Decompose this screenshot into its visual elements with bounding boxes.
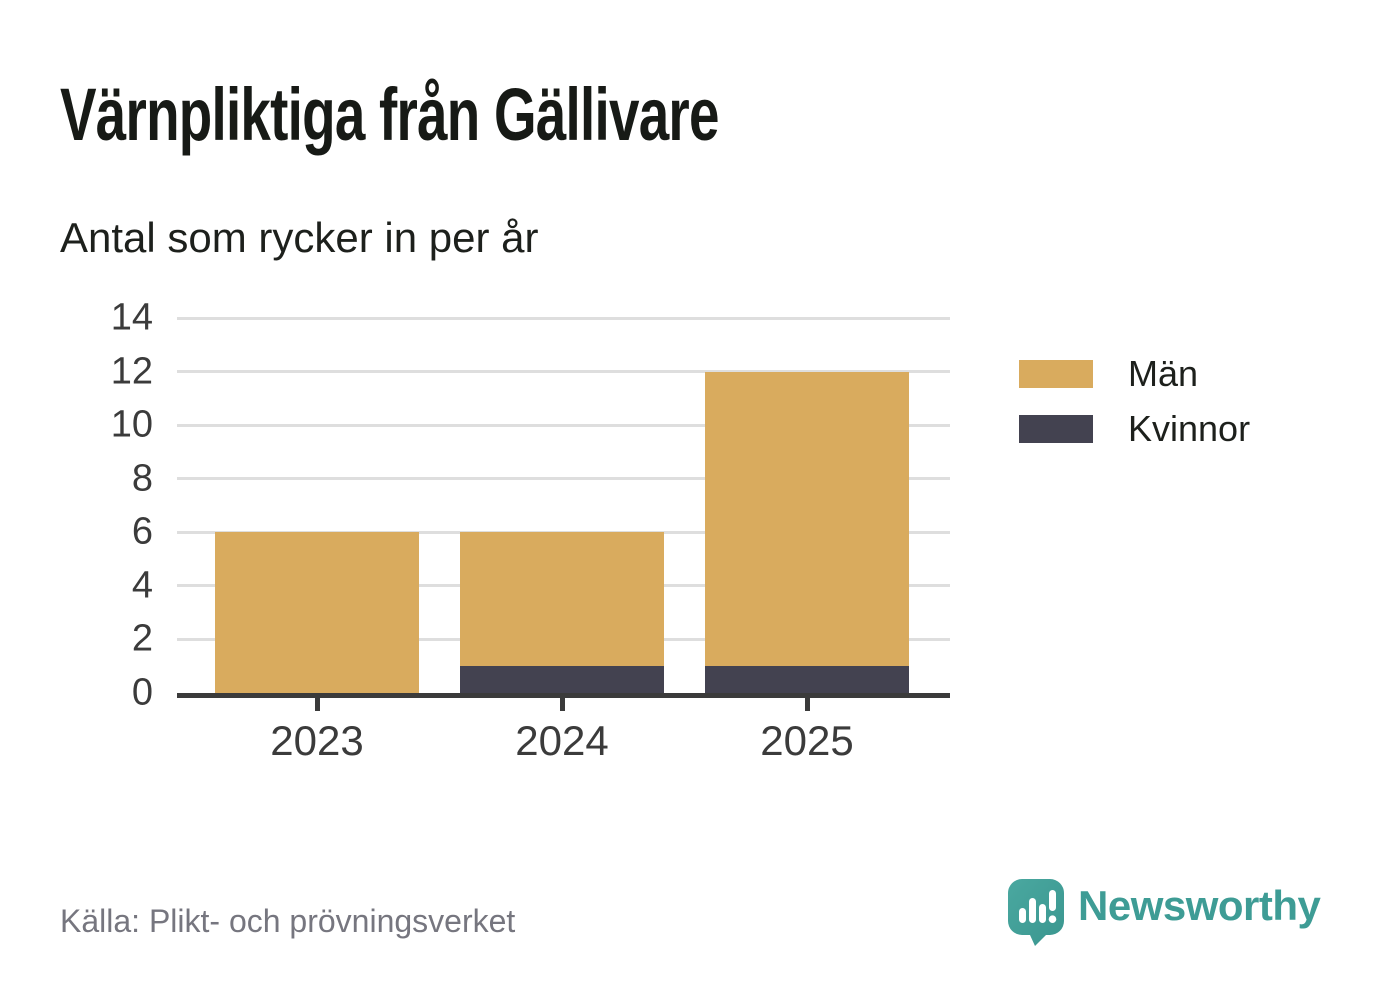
- newsworthy-wordmark: Newsworthy: [1078, 882, 1321, 929]
- legend-item-men: Män: [1019, 353, 1250, 394]
- legend-item-women: Kvinnor: [1019, 408, 1250, 449]
- y-axis: 0 2 4 6 8 10 12 14: [0, 297, 153, 714]
- y-axis-tick-label-10: 10: [110, 403, 153, 446]
- x-axis-tick-label-2024: 2024: [515, 717, 609, 764]
- chart-title: Värnpliktiga från Gällivare: [60, 73, 719, 156]
- y-axis-tick-label-6: 6: [131, 510, 153, 553]
- x-axis-tick-label-2025: 2025: [760, 717, 854, 764]
- legend: Män Kvinnor: [1019, 353, 1250, 449]
- gridline-10: [177, 423, 950, 427]
- plot-area: [177, 316, 950, 693]
- brand-logo: Newsworthy: [1008, 879, 1321, 951]
- gridline-12: [177, 370, 950, 374]
- x-axis-tick-label-2023: 2023: [270, 717, 364, 764]
- y-axis-tick-label-14: 14: [110, 296, 153, 339]
- y-axis-tick-label-4: 4: [131, 564, 153, 607]
- legend-label-women: Kvinnor: [1128, 408, 1251, 449]
- x-axis: 2023 2024 2025: [177, 693, 950, 773]
- bar-kvinnor-2025: [705, 666, 909, 693]
- y-axis-tick-label-12: 12: [110, 350, 153, 393]
- bar-män-2025: [705, 371, 909, 667]
- bar-män-2024: [460, 532, 664, 667]
- chart-subtitle: Antal som rycker in per år: [60, 214, 539, 261]
- legend-swatch-men: [1019, 360, 1093, 388]
- x-axis-tick-2025: [804, 698, 810, 711]
- y-axis-tick-label-0: 0: [131, 671, 153, 714]
- bar-män-2023: [215, 532, 419, 693]
- bar-kvinnor-2024: [460, 666, 664, 693]
- gridline-8: [177, 477, 950, 481]
- newsworthy-logo-icon: [1008, 879, 1066, 951]
- legend-label-men: Män: [1128, 353, 1199, 394]
- source-note: Källa: Plikt- och prövningsverket: [60, 903, 516, 939]
- x-axis-tick-2024: [559, 698, 565, 711]
- y-axis-tick-label-8: 8: [131, 457, 153, 500]
- x-axis-line: [177, 693, 950, 698]
- y-axis-tick-label-2: 2: [131, 617, 153, 660]
- gridline-14: [177, 316, 950, 320]
- x-axis-tick-2023: [314, 698, 320, 711]
- legend-swatch-women: [1019, 415, 1093, 443]
